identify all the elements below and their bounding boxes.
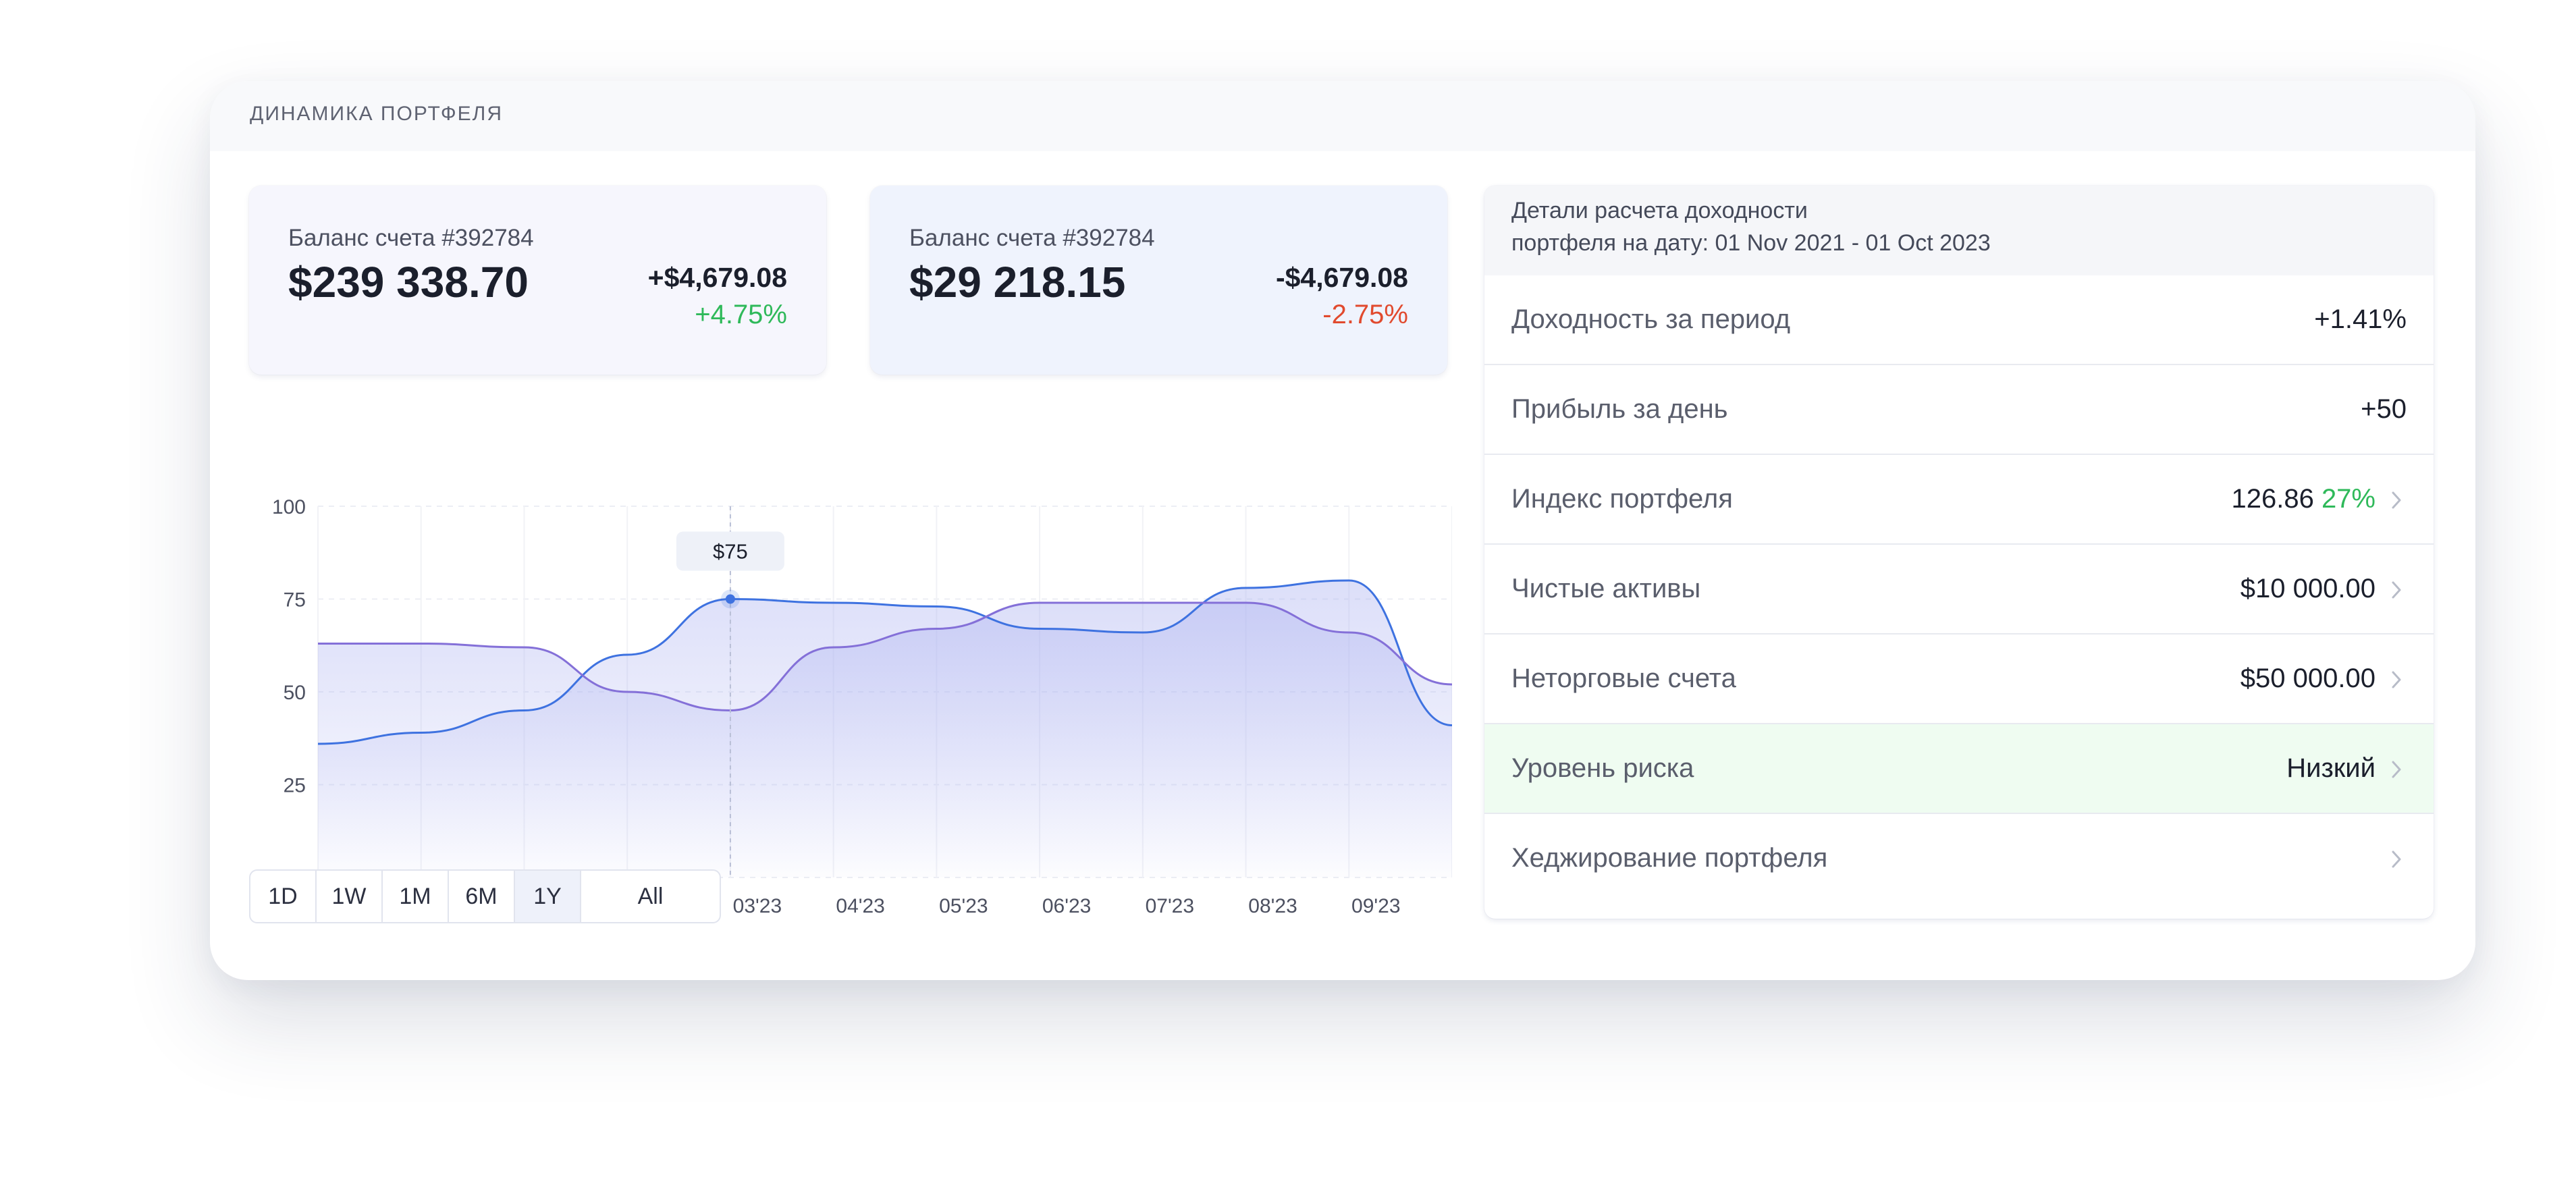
card-title: ДИНАМИКА ПОРТФЕЛЯ	[250, 103, 503, 125]
index-percent: 27%	[2321, 484, 2376, 514]
portfolio-dynamics-card: ДИНАМИКА ПОРТФЕЛЯ Баланс счета #392784 $…	[210, 81, 2475, 980]
y-tick-label: 25	[284, 775, 306, 797]
details-header: Детали расчета доходности портфеля на да…	[1484, 186, 2434, 275]
row-label: Неторговые счета	[1511, 664, 1736, 693]
details-title: Детали расчета доходности	[1511, 198, 1808, 223]
y-tick-label: 75	[284, 589, 306, 612]
x-tick-label: 05'23	[939, 895, 988, 917]
balance-change-percent: +4.75%	[695, 300, 787, 329]
period-6m-button[interactable]: 6M	[449, 871, 515, 922]
return-details-panel: Детали расчета доходности портфеля на да…	[1484, 186, 2434, 919]
row-label: Прибыль за день	[1511, 394, 1728, 424]
x-tick-label: 04'23	[836, 895, 884, 917]
row-value: $50 000.00	[2240, 664, 2376, 693]
period-1m-button[interactable]: 1M	[383, 871, 449, 922]
x-tick-label: 07'23	[1146, 895, 1194, 917]
row-portfolio-index[interactable]: Индекс портфеля 126.86 27%	[1484, 455, 2434, 545]
row-net-assets[interactable]: Чистые активы $10 000.00	[1484, 545, 2434, 634]
row-label: Доходность за период	[1511, 304, 1791, 334]
period-1d-button[interactable]: 1D	[250, 871, 317, 922]
balance-card-1: Баланс счета #392784 $239 338.70 +$4,679…	[249, 186, 826, 375]
balance-card-2: Баланс счета #392784 $29 218.15 -$4,679.…	[870, 186, 1447, 375]
chevron-right-icon	[2392, 581, 2401, 599]
y-tick-label: 50	[284, 682, 306, 704]
series-line-2	[317, 601, 1452, 712]
card-header: ДИНАМИКА ПОРТФЕЛЯ	[210, 81, 2475, 151]
index-value: 126.86	[2231, 484, 2314, 514]
row-label: Чистые активы	[1511, 574, 1701, 603]
x-tick-label: 06'23	[1042, 895, 1091, 917]
x-tick-label: 09'23	[1351, 895, 1400, 917]
row-period-return: Доходность за период +1.41%	[1484, 275, 2434, 365]
row-portfolio-hedging[interactable]: Хеджирование портфеля	[1484, 814, 2434, 904]
row-nontrading-accounts[interactable]: Неторговые счета $50 000.00	[1484, 634, 2434, 724]
row-value: +50	[2361, 394, 2407, 424]
x-tick-label: 08'23	[1248, 895, 1297, 917]
y-tick-label: 100	[272, 496, 306, 518]
balance-change-percent: -2.75%	[1322, 300, 1408, 329]
balance-label: Баланс счета #392784	[909, 225, 1155, 251]
row-label: Уровень риска	[1511, 753, 1694, 783]
balance-value: $29 218.15	[909, 258, 1126, 306]
series-area-2	[318, 603, 1452, 877]
row-risk-level[interactable]: Уровень риска Низкий	[1484, 724, 2434, 814]
row-label: Хеджирование портфеля	[1511, 843, 1828, 873]
balance-label: Баланс счета #392784	[288, 225, 534, 251]
row-label: Индекс портфеля	[1511, 484, 1733, 514]
tooltip-box	[676, 531, 784, 571]
portfolio-chart[interactable]: 025507510011'2212'2201'2302'2303'2304'23…	[249, 402, 1452, 928]
balance-change: -$4,679.08	[1275, 262, 1408, 293]
tooltip-label: $75	[713, 540, 748, 564]
chevron-right-icon	[2392, 761, 2401, 778]
tooltip-point	[725, 594, 735, 604]
row-value: $10 000.00	[2240, 574, 2376, 603]
period-all-button[interactable]: All	[637, 883, 664, 909]
series-line-1	[317, 579, 1452, 745]
row-value: 126.86 27%	[2231, 484, 2376, 514]
period-1w-button[interactable]: 1W	[317, 871, 383, 922]
chevron-right-icon	[2392, 850, 2401, 868]
balance-change: +$4,679.08	[647, 262, 787, 293]
row-value: Низкий	[2286, 753, 2376, 783]
row-value: +1.41%	[2314, 304, 2407, 334]
chevron-right-icon	[2392, 671, 2401, 688]
balance-value: $239 338.70	[288, 258, 529, 306]
details-date-range: портфеля на дату: 01 Nov 2021 - 01 Oct 2…	[1511, 230, 1991, 256]
chevron-right-icon	[2392, 491, 2401, 509]
period-selector: 1D 1W 1M 6M 1Y All	[249, 869, 721, 923]
period-1y-button[interactable]: 1Y	[515, 871, 581, 922]
row-daily-profit: Прибыль за день +50	[1484, 365, 2434, 455]
x-tick-label: 03'23	[733, 895, 782, 917]
